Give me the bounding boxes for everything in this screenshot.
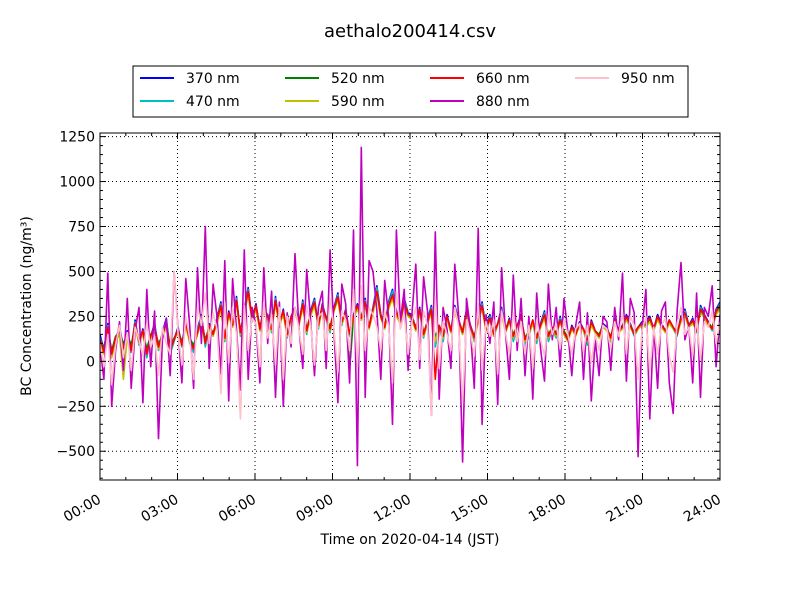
legend-label: 590 nm (331, 94, 385, 110)
x-tick-label: 06:00 (216, 492, 259, 526)
x-tick-label: 15:00 (449, 492, 492, 526)
x-tick-label: 18:00 (526, 492, 569, 526)
legend-label: 520 nm (331, 71, 385, 87)
y-tick-label: 0 (86, 354, 95, 370)
x-tick-label: 00:00 (61, 492, 104, 526)
legend-label: 660 nm (476, 71, 530, 87)
y-tick-label: −500 (57, 444, 95, 460)
series-line-950-nm (100, 270, 720, 420)
legend-label: 950 nm (621, 71, 675, 87)
x-tick-label: 24:00 (681, 492, 724, 526)
x-tick-label: 03:00 (139, 492, 182, 526)
y-axis-label: BC Concentration (ng/m³) (19, 216, 35, 396)
y-tick-label: 500 (68, 264, 95, 280)
chart-title: aethalo200414.csv (324, 21, 496, 42)
series-layer (100, 146, 720, 467)
legend-box (132, 65, 689, 118)
grid-lines (100, 133, 720, 480)
x-tick-label: 21:00 (604, 492, 647, 526)
x-axis-label: Time on 2020-04-14 (JST) (320, 532, 500, 548)
legend-label: 370 nm (186, 71, 240, 87)
x-tick-label: 09:00 (294, 492, 337, 526)
y-tick-label: 750 (68, 219, 95, 235)
legend: 370 nm 470 nm 520 nm 590 nm 660 nm 880 nm 950 … (132, 65, 689, 118)
y-tick-label: 250 (68, 309, 95, 325)
y-tick-label: −250 (57, 399, 95, 415)
y-tick-label: 1250 (59, 130, 95, 146)
legend-label: 880 nm (476, 94, 530, 110)
y-tick-label: 1000 (59, 175, 95, 191)
x-tick-label: 12:00 (371, 492, 414, 526)
legend-label: 470 nm (186, 94, 240, 110)
